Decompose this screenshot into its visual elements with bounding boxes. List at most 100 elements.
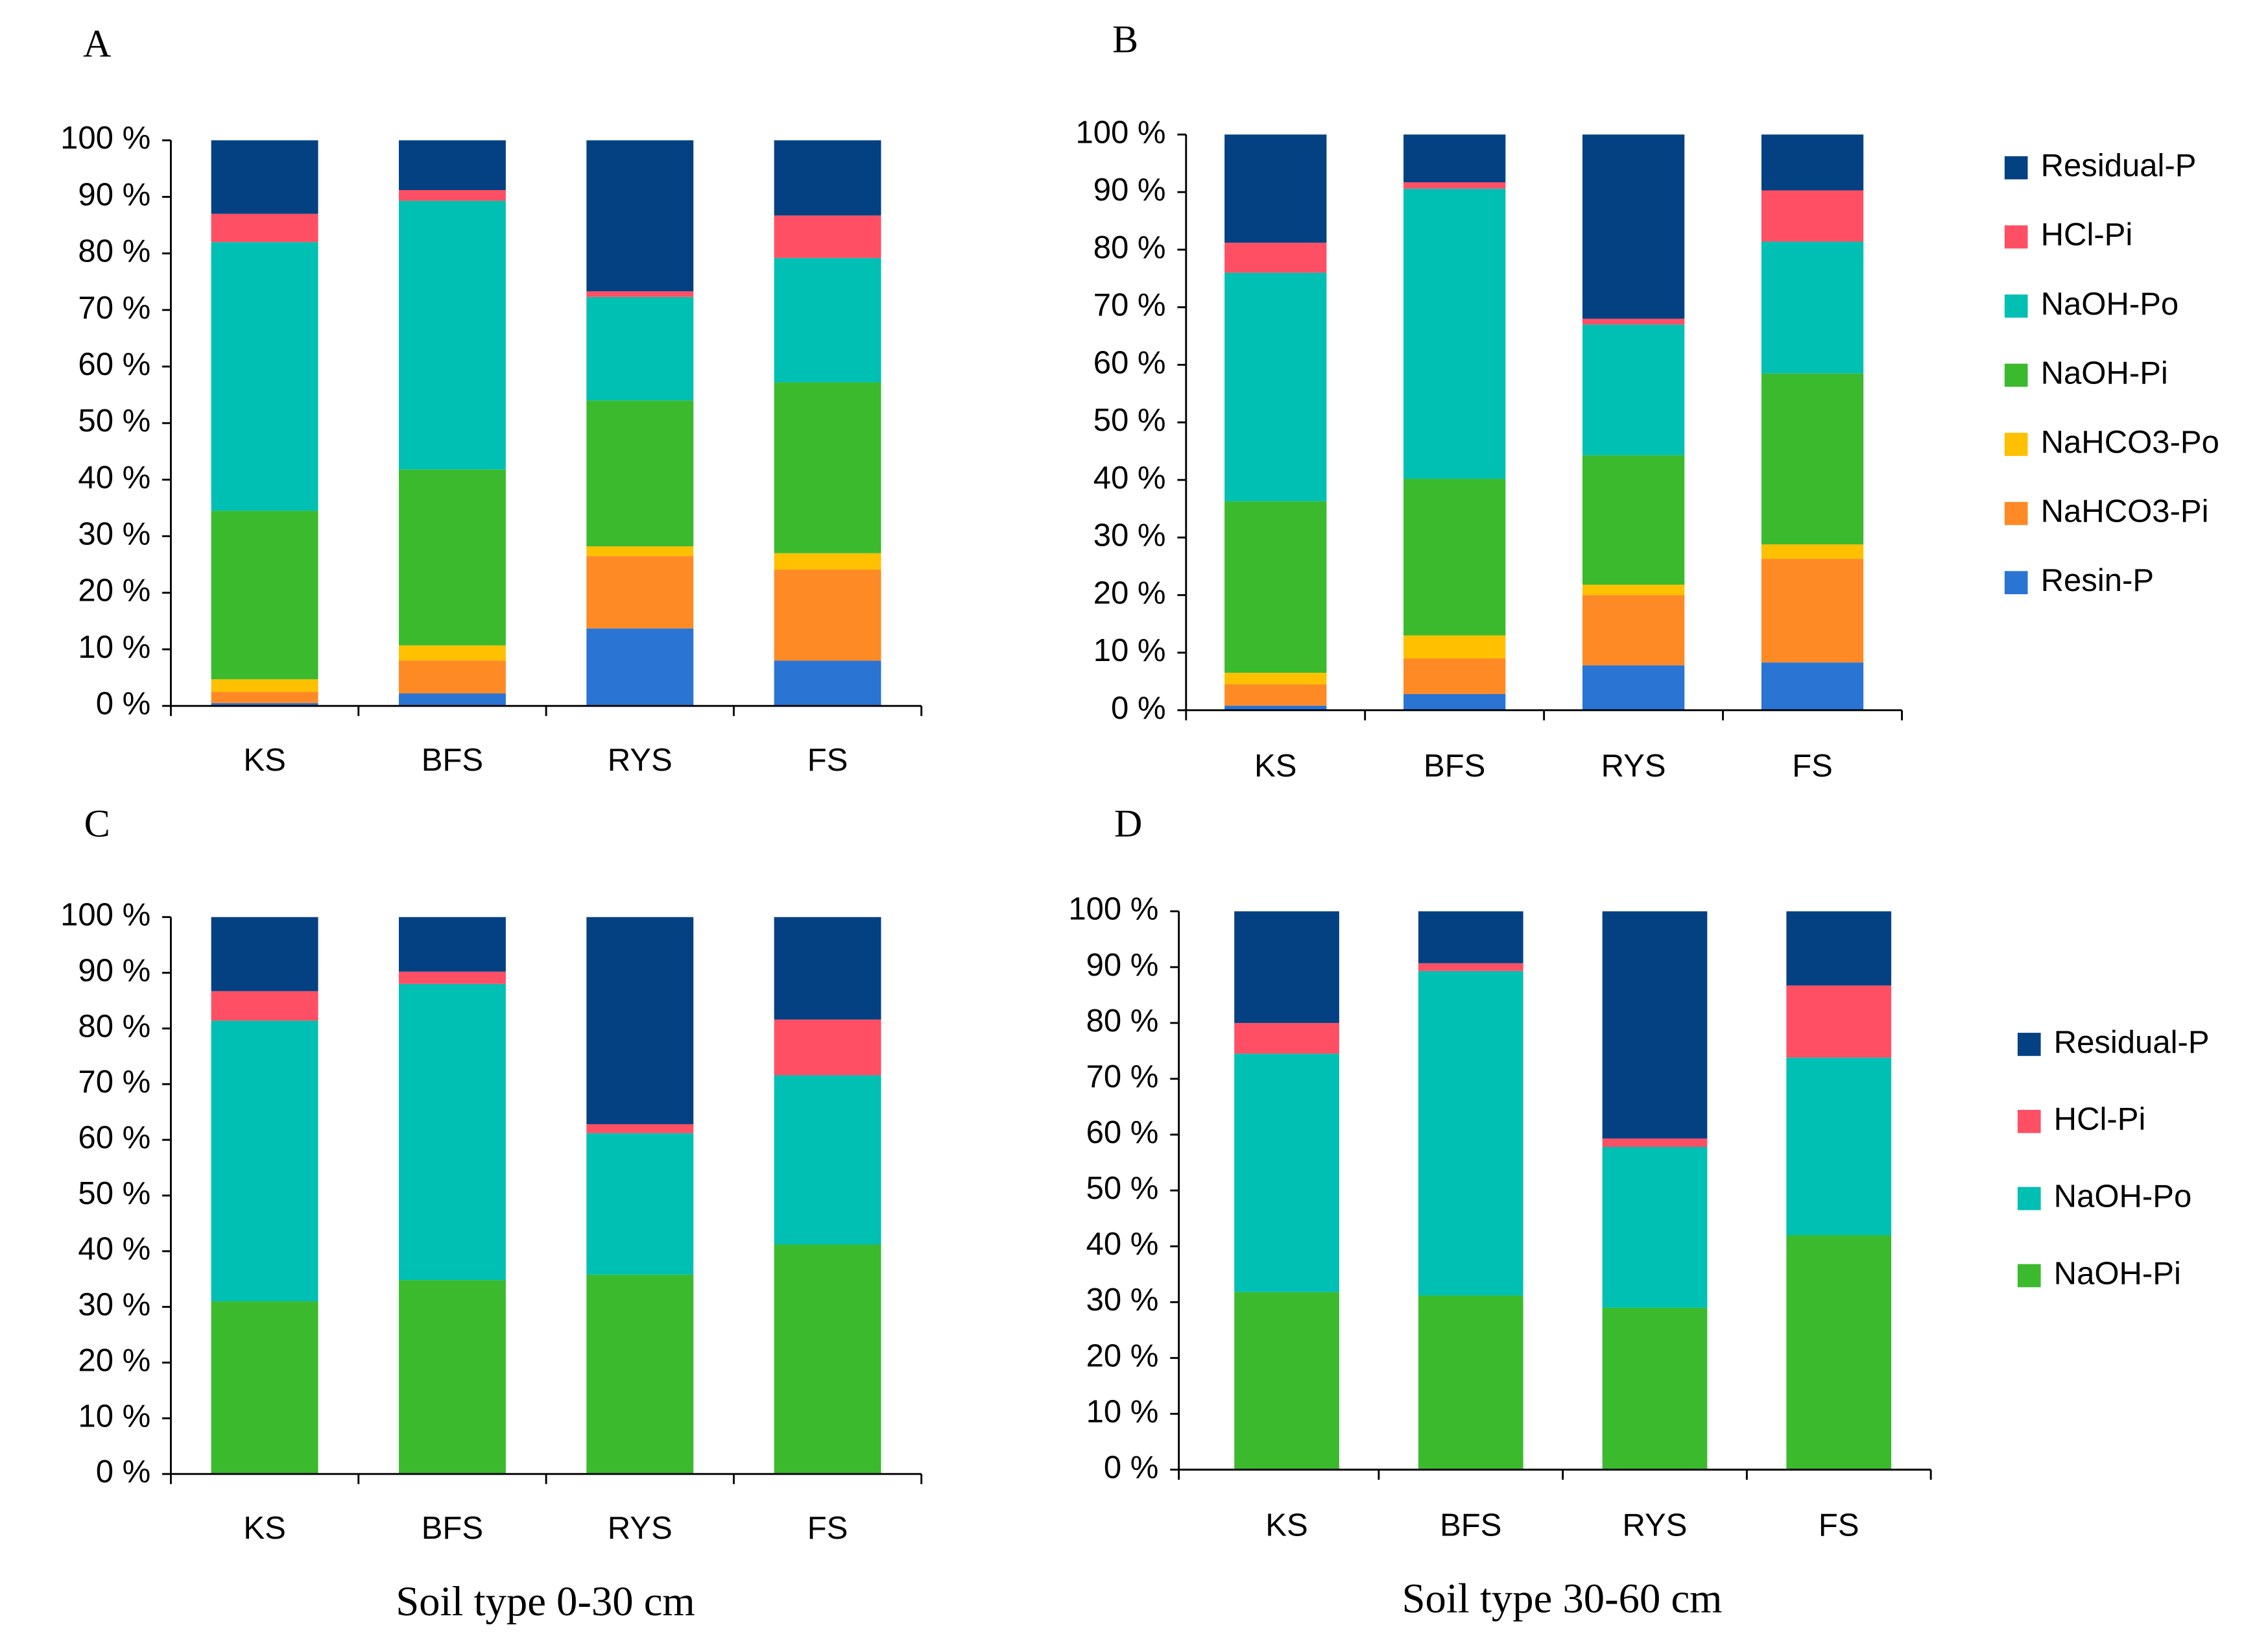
bar-segment xyxy=(398,140,506,191)
legend-label: Residual-P xyxy=(2041,149,2197,184)
bar-segment xyxy=(398,971,506,984)
bar-segment xyxy=(586,400,694,547)
bar-segment xyxy=(586,296,694,401)
bar-segment xyxy=(1403,182,1506,189)
bar-segment xyxy=(1761,559,1864,663)
y-tick-label: 50 % xyxy=(78,403,150,439)
y-tick-label: 60 % xyxy=(1093,345,1166,380)
bar-segment xyxy=(1761,241,1864,374)
legend-swatch xyxy=(2004,363,2028,387)
bar-segment xyxy=(1224,673,1327,684)
bar-segment xyxy=(586,556,694,629)
bar-segment xyxy=(398,200,506,470)
x-tick-label: KS xyxy=(1265,1508,1307,1543)
bar-segment xyxy=(211,679,318,692)
y-tick-label: 0 % xyxy=(1104,1450,1159,1485)
y-tick-label: 80 % xyxy=(1093,230,1166,265)
y-tick-label: 60 % xyxy=(78,347,150,382)
legend-swatch xyxy=(2004,156,2028,180)
bar-segment xyxy=(1602,911,1708,1139)
bar-segment xyxy=(1418,1295,1523,1470)
bar-segment xyxy=(774,382,881,553)
y-tick-label: 70 % xyxy=(1086,1059,1159,1094)
bar-segment xyxy=(1403,134,1506,183)
y-tick-label: 100 % xyxy=(1068,892,1158,927)
y-tick-label: 40 % xyxy=(1086,1227,1159,1262)
y-tick-label: 70 % xyxy=(1093,288,1166,323)
y-tick-label: 30 % xyxy=(1093,518,1166,553)
bar-segment xyxy=(586,1274,694,1474)
x-tick-label: FS xyxy=(1819,1508,1859,1543)
bar-segment xyxy=(1403,693,1506,710)
bar-segment xyxy=(398,693,506,706)
bar-segment xyxy=(211,511,318,680)
legend-label: Residual-P xyxy=(2054,1025,2210,1060)
bar-segment xyxy=(1761,190,1864,242)
bar-segment xyxy=(774,570,881,661)
bar-segment xyxy=(398,983,506,1281)
bar-segment xyxy=(211,692,318,703)
y-tick-label: 90 % xyxy=(78,954,150,989)
bar-segment xyxy=(1224,684,1327,706)
bar-segment xyxy=(211,213,318,243)
legend-label: NaOH-Po xyxy=(2054,1179,2192,1214)
y-tick-label: 0 % xyxy=(96,1454,151,1489)
bar-segment xyxy=(774,1244,881,1474)
y-tick-label: 30 % xyxy=(1086,1282,1159,1318)
y-tick-label: 20 % xyxy=(78,1343,150,1378)
bar-segment xyxy=(774,1075,881,1245)
bar-segment xyxy=(586,291,694,297)
y-tick-label: 30 % xyxy=(78,517,150,552)
legend-swatch xyxy=(2004,294,2028,318)
y-tick-label: 50 % xyxy=(78,1176,150,1211)
x-axis-title: Soil type 30-60 cm xyxy=(1402,1574,1723,1621)
bar-segment xyxy=(1761,134,1864,191)
bar-segment xyxy=(1582,595,1685,666)
y-tick-label: 100 % xyxy=(60,898,150,933)
y-tick-label: 80 % xyxy=(1086,1004,1159,1039)
bar-segment xyxy=(1582,584,1685,596)
y-tick-label: 0 % xyxy=(1111,691,1166,726)
bar-segment xyxy=(1418,963,1523,971)
bar-segment xyxy=(1224,243,1327,273)
bar-segment xyxy=(586,917,694,1125)
bar-segment xyxy=(211,242,318,511)
x-tick-label: BFS xyxy=(1424,749,1485,784)
y-tick-label: 10 % xyxy=(78,1399,150,1434)
bar-segment xyxy=(1602,1307,1708,1470)
bar-segment xyxy=(586,546,694,557)
legend-swatch xyxy=(2017,1033,2041,1056)
y-tick-label: 60 % xyxy=(78,1120,150,1155)
bar-segment xyxy=(1418,970,1523,1295)
y-tick-label: 50 % xyxy=(1086,1171,1159,1206)
legend-swatch xyxy=(2017,1186,2041,1210)
bar-segment xyxy=(1761,373,1864,545)
bar-segment xyxy=(1234,911,1339,1023)
legend-swatch xyxy=(2004,433,2028,456)
y-tick-label: 50 % xyxy=(1093,403,1166,438)
x-tick-label: RYS xyxy=(608,1511,673,1546)
x-tick-label: RYS xyxy=(1623,1508,1688,1543)
legend-swatch xyxy=(2004,571,2028,595)
x-tick-label: BFS xyxy=(422,1511,483,1546)
bar-segment xyxy=(211,140,318,214)
bar-segment xyxy=(586,628,694,706)
bar-segment xyxy=(1403,635,1506,658)
panel-label: B xyxy=(1112,18,1138,62)
y-tick-label: 10 % xyxy=(78,630,150,665)
legend-swatch xyxy=(2017,1109,2041,1133)
bar-segment xyxy=(1582,134,1685,319)
y-tick-label: 40 % xyxy=(78,1232,150,1267)
y-tick-label: 100 % xyxy=(60,121,150,156)
y-tick-label: 40 % xyxy=(1093,461,1166,496)
legend-swatch xyxy=(2017,1264,2041,1288)
y-tick-label: 80 % xyxy=(78,1009,150,1044)
legend-label: NaHCO3-Pi xyxy=(2041,494,2209,529)
bar-segment xyxy=(1602,1147,1708,1308)
x-tick-label: KS xyxy=(243,1511,285,1546)
y-tick-label: 0 % xyxy=(96,686,151,721)
y-tick-label: 70 % xyxy=(78,291,150,326)
x-tick-label: FS xyxy=(807,743,848,778)
